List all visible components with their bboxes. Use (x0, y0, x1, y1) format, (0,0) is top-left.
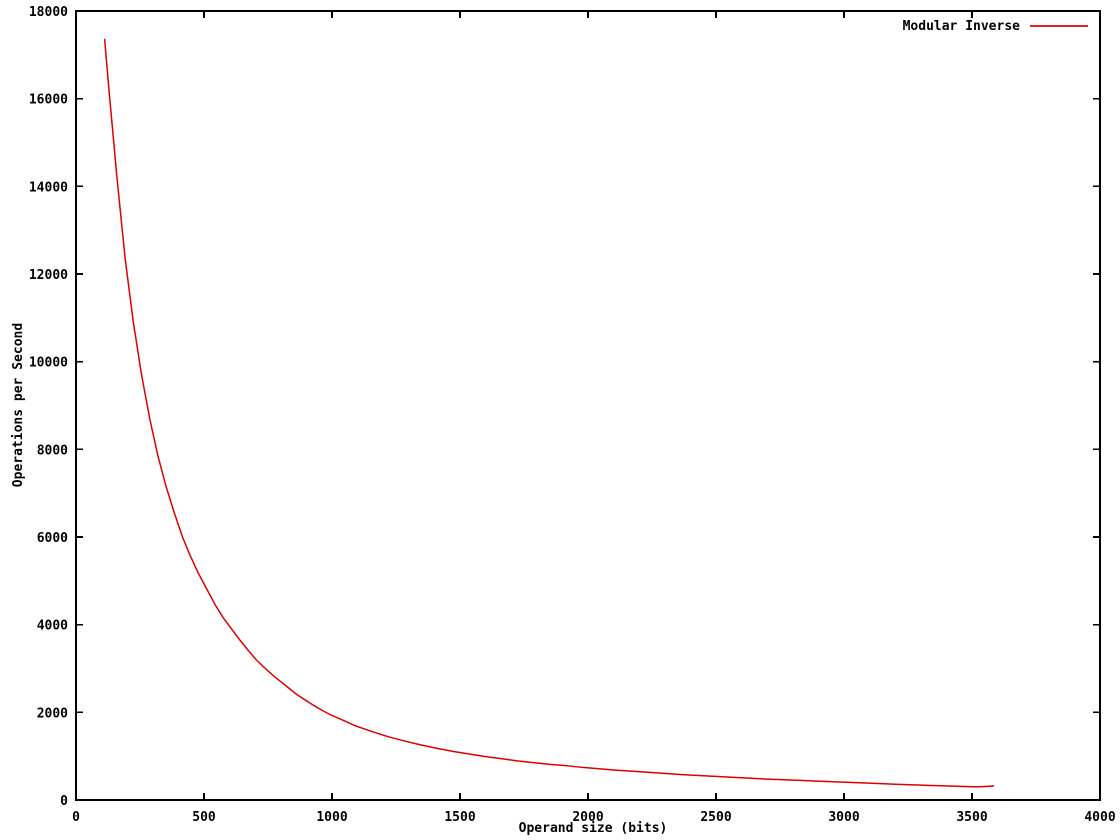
legend-label-0: Modular Inverse (903, 19, 1021, 34)
y-tick-label: 10000 (29, 356, 68, 371)
y-axis-ticks: 0 2000 4000 6000 8000 10000 12000 14000 16000 180… (29, 5, 1100, 809)
x-tick-label: 1500 (444, 810, 475, 825)
y-tick-label: 18000 (29, 5, 68, 20)
x-axis-title: Operand size (bits) (519, 821, 668, 836)
x-axis-ticks: 0 500 1000 1500 2000 2500 3000 3500 4000 (72, 11, 1116, 825)
series-line-0 (103, 38, 995, 788)
x-tick-label: 3500 (956, 810, 987, 825)
plot-frame (75, 10, 1101, 801)
y-axis-title: Operations per Second (11, 323, 26, 487)
x-tick-label: 1000 (316, 810, 347, 825)
y-tick-label: 6000 (37, 531, 68, 546)
x-tick-label: 2500 (700, 810, 731, 825)
y-tick-label: 12000 (29, 268, 68, 283)
series-group (103, 38, 995, 788)
y-tick-label: 2000 (37, 706, 68, 721)
chart-legend: Modular Inverse (903, 19, 1088, 34)
y-tick-label: 4000 (37, 619, 68, 634)
x-tick-label: 3000 (828, 810, 859, 825)
y-tick-label: 8000 (37, 443, 68, 458)
y-tick-label: 14000 (29, 180, 68, 195)
x-tick-label: 0 (72, 810, 80, 825)
y-tick-label: 16000 (29, 93, 68, 108)
x-tick-label: 500 (192, 810, 216, 825)
x-tick-label: 4000 (1084, 810, 1115, 825)
x-tick-label: 2000 (572, 810, 603, 825)
y-tick-label: 0 (60, 794, 68, 809)
